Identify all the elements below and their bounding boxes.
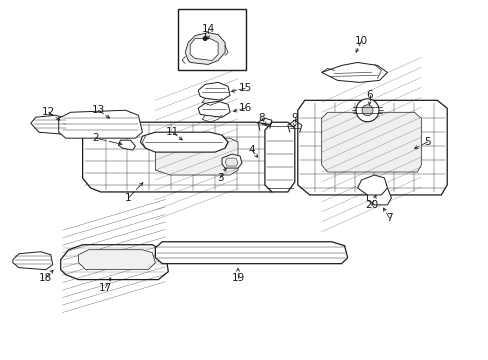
Bar	[178, 9, 245, 71]
Text: 2: 2	[92, 133, 99, 143]
Polygon shape	[321, 112, 421, 172]
Polygon shape	[61, 245, 168, 280]
Text: 12: 12	[42, 107, 55, 117]
Polygon shape	[82, 122, 285, 192]
Text: 11: 11	[165, 127, 179, 137]
Text: 8: 8	[258, 113, 264, 123]
Polygon shape	[155, 138, 238, 175]
Polygon shape	[367, 186, 390, 205]
Polygon shape	[31, 115, 68, 134]
Polygon shape	[222, 154, 242, 168]
Text: 16: 16	[238, 103, 251, 113]
Text: 15: 15	[238, 84, 251, 93]
Polygon shape	[297, 100, 447, 195]
Text: 1: 1	[125, 193, 131, 203]
Polygon shape	[264, 122, 294, 192]
Text: 19: 19	[231, 273, 244, 283]
Polygon shape	[13, 252, 53, 270]
Text: 13: 13	[92, 105, 105, 115]
Text: 6: 6	[366, 90, 372, 100]
Text: 18: 18	[39, 273, 52, 283]
Polygon shape	[224, 158, 238, 166]
Text: 10: 10	[354, 36, 367, 46]
Text: 17: 17	[99, 283, 112, 293]
Circle shape	[355, 99, 378, 122]
Text: 14: 14	[201, 24, 214, 33]
Circle shape	[361, 105, 372, 116]
Polygon shape	[59, 110, 142, 138]
Polygon shape	[79, 250, 155, 270]
Text: 4: 4	[248, 145, 255, 155]
Polygon shape	[357, 175, 386, 195]
Polygon shape	[140, 132, 227, 152]
Text: 5: 5	[423, 137, 430, 147]
Polygon shape	[190, 39, 218, 60]
Polygon shape	[198, 82, 229, 100]
Text: 9: 9	[291, 113, 298, 123]
Polygon shape	[185, 32, 224, 64]
Circle shape	[203, 37, 206, 40]
Text: 20: 20	[364, 200, 377, 210]
Polygon shape	[321, 62, 386, 82]
Polygon shape	[198, 101, 229, 117]
Text: 7: 7	[386, 213, 392, 223]
Polygon shape	[155, 242, 347, 264]
Text: 3: 3	[216, 173, 223, 183]
Polygon shape	[118, 140, 135, 150]
